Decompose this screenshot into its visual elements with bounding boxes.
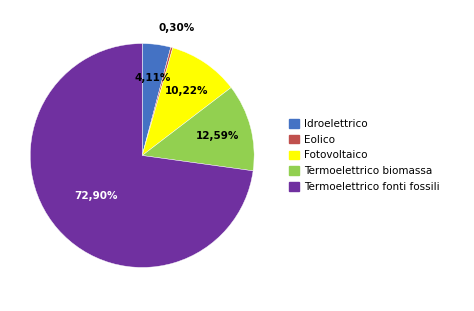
Wedge shape: [142, 48, 231, 156]
Text: 10,22%: 10,22%: [164, 86, 208, 96]
Text: 0,30%: 0,30%: [159, 23, 195, 33]
Wedge shape: [142, 87, 254, 171]
Wedge shape: [142, 47, 173, 156]
Text: 12,59%: 12,59%: [196, 131, 240, 141]
Text: 4,11%: 4,11%: [134, 73, 171, 83]
Legend: Idroelettrico, Eolico, Fotovoltaico, Termoelettrico biomassa, Termoelettrico fon: Idroelettrico, Eolico, Fotovoltaico, Ter…: [287, 117, 442, 194]
Wedge shape: [142, 44, 171, 156]
Wedge shape: [30, 44, 253, 267]
Text: 72,90%: 72,90%: [74, 191, 118, 201]
